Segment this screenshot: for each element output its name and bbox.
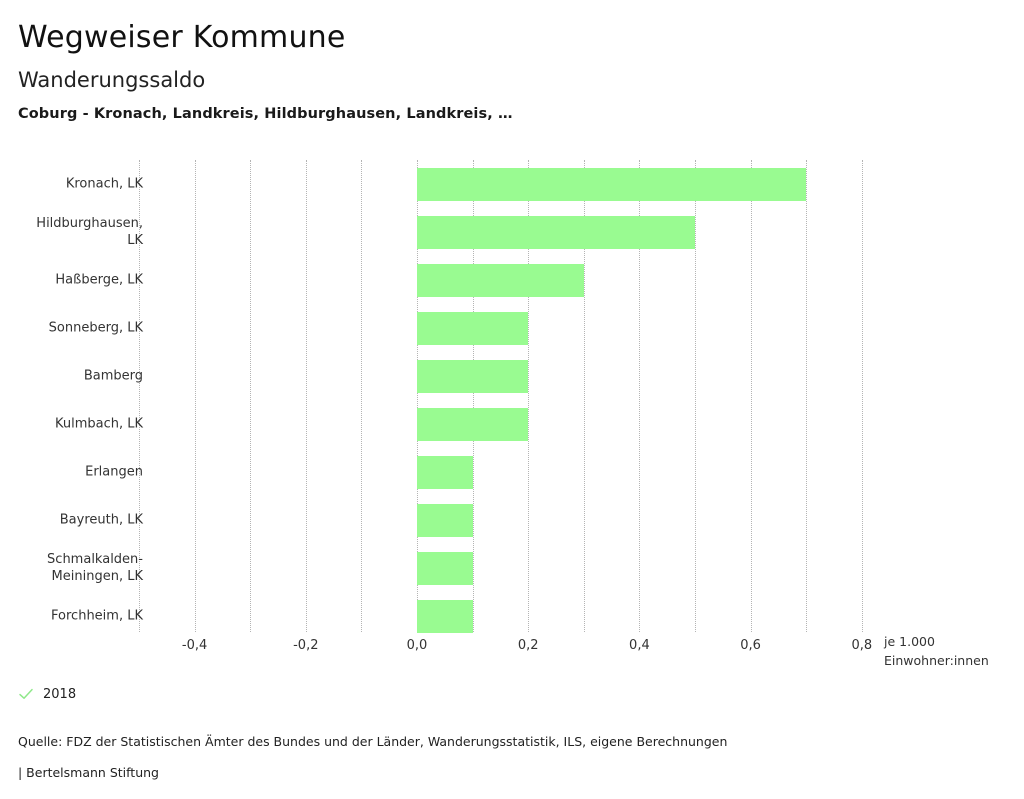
chart-gridlines xyxy=(0,160,1024,632)
x-tick-label: -0,2 xyxy=(293,638,319,653)
chart-row: Forchheim, LK xyxy=(0,592,1024,640)
chart-row: Sonneberg, LK xyxy=(0,304,1024,352)
chart-row: Bayreuth, LK xyxy=(0,496,1024,544)
gridline xyxy=(139,160,140,632)
bar[interactable] xyxy=(417,359,529,393)
chart-header: Wegweiser Kommune Wanderungssaldo Coburg… xyxy=(18,0,1008,124)
bar[interactable] xyxy=(417,311,529,345)
category-label: Forchheim, LK xyxy=(51,608,143,624)
x-tick-label: 0,8 xyxy=(851,638,873,653)
chart-bars: Kronach, LK Hildburghausen, LK Haßberge, L… xyxy=(0,160,1024,633)
chart-footer: Quelle: FDZ der Statistischen Ämter des … xyxy=(18,726,1008,788)
category-label: Bamberg xyxy=(83,368,143,384)
chart-row: Haßberge, LK xyxy=(0,256,1024,304)
chart-row: Kulmbach, LK xyxy=(0,400,1024,448)
gridline xyxy=(695,160,696,632)
gridline xyxy=(583,160,585,632)
bar[interactable] xyxy=(417,215,695,249)
category-label: Schmalkalden- Meiningen, LK xyxy=(47,552,143,584)
category-label: Kronach, LK xyxy=(65,176,143,192)
category-label: Haßberge, LK xyxy=(55,272,143,288)
x-tick-label: 0,2 xyxy=(517,638,539,653)
page-title: Wegweiser Kommune xyxy=(18,20,346,55)
check-icon xyxy=(18,686,34,702)
chart-row: Erlangen xyxy=(0,448,1024,496)
gridline xyxy=(639,160,641,632)
x-tick-label: 0,0 xyxy=(406,638,428,653)
x-tick-label: 0,6 xyxy=(740,638,761,653)
bar[interactable] xyxy=(417,599,473,633)
bar[interactable] xyxy=(417,551,473,585)
legend-item-label: 2018 xyxy=(43,686,77,702)
publisher-line: | Bertelsmann Stiftung xyxy=(18,765,159,780)
gridline xyxy=(861,160,863,632)
gridline xyxy=(417,160,418,632)
chart-row: Bamberg xyxy=(0,352,1024,400)
bar[interactable] xyxy=(417,455,473,489)
category-label: Hildburghausen, LK xyxy=(36,216,143,248)
chart-row: Hildburghausen, LK xyxy=(0,208,1024,256)
category-label: Erlangen xyxy=(85,464,143,480)
x-tick-label: -0,4 xyxy=(181,638,208,653)
source-line: Quelle: FDZ der Statistischen Ämter des … xyxy=(18,734,728,749)
chart-row: Schmalkalden- Meiningen, LK xyxy=(0,544,1024,592)
chart-row: Kronach, LK xyxy=(0,160,1024,208)
chart-plot-area: Kronach, LK Hildburghausen, LK Haßberge, L… xyxy=(0,160,1024,633)
gridline xyxy=(750,160,752,632)
x-tick-label: 0,4 xyxy=(629,638,650,653)
axis-unit-label: je 1.000 Einwohner:innen xyxy=(884,634,989,668)
gridline xyxy=(194,160,196,632)
chart-legend[interactable]: 2018 xyxy=(18,686,76,702)
chart-subtitle: Wanderungssaldo xyxy=(18,68,206,92)
bar[interactable] xyxy=(417,407,529,441)
gridline xyxy=(472,160,474,632)
category-label: Sonneberg, LK xyxy=(48,320,143,336)
bar[interactable] xyxy=(417,167,807,201)
x-axis: je 1.000 Einwohner:innen -0,4 -0,2 0,0 0,2 0… xyxy=(0,632,1024,672)
gridline xyxy=(305,160,307,632)
bar[interactable] xyxy=(417,503,473,537)
gridline xyxy=(528,160,530,632)
gridline xyxy=(806,160,808,632)
category-label: Bayreuth, LK xyxy=(59,512,143,528)
bar[interactable] xyxy=(417,263,584,297)
chart-region-label: Coburg - Kronach, Landkreis, Hildburghau… xyxy=(18,106,513,122)
category-label: Kulmbach, LK xyxy=(54,416,143,432)
gridline xyxy=(361,160,363,632)
gridline xyxy=(250,160,252,632)
